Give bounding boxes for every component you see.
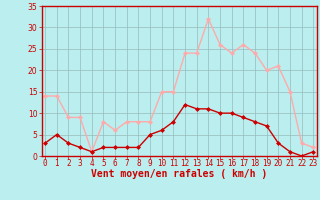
X-axis label: Vent moyen/en rafales ( km/h ): Vent moyen/en rafales ( km/h ) <box>91 169 267 179</box>
